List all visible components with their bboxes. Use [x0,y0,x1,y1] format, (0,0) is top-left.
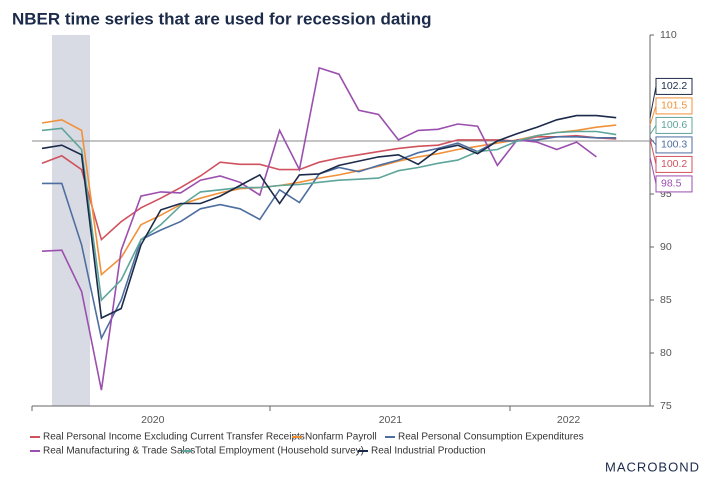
logo: MACROBOND [605,459,700,474]
series-line [41,134,617,242]
value-label-box [655,97,693,115]
value-label-box [655,136,693,154]
label-connector [649,137,657,146]
y-tick-label: 80 [660,347,672,359]
value-label: 98.5 [661,178,682,190]
y-tick-label: 75 [660,400,672,412]
x-tick-label: 2022 [557,414,581,426]
label-connector [649,138,657,165]
y-tick-label: 110 [660,29,677,41]
x-tick-label: 2021 [379,414,403,426]
value-label-box [655,175,693,193]
legend-label: Nonfarm Payroll [305,432,377,443]
value-label: 100.2 [661,158,687,170]
series-line [41,66,597,391]
y-tick-label: 90 [660,241,672,253]
series-line [42,136,617,341]
y-tick-label: 95 [660,188,672,200]
legend-label: Real Manufacturing & Trade Sales [43,446,195,457]
value-label-box [655,77,693,95]
series-line [41,127,617,302]
legend-label: Total Employment (Household survey) [195,446,364,457]
label-connector [649,86,657,118]
label-connector [649,156,657,185]
legend-label: Real Personal Income Excluding Current T… [43,432,305,443]
chart-title: NBER time series that are used for reces… [12,9,431,28]
value-label: 100.6 [661,119,687,131]
legend-label: Real Personal Consumption Expenditures [398,432,584,443]
legend-label: Real Industrial Production [371,446,486,457]
value-label: 102.2 [661,80,687,92]
series-line [41,118,617,277]
value-label: 100.3 [661,139,687,151]
label-connector [649,105,657,126]
label-connector [649,125,657,135]
value-label-box [655,155,693,173]
series-line [41,114,617,320]
value-label-box [655,116,693,134]
y-tick-label: 85 [660,294,672,306]
x-tick-label: 2020 [141,414,165,426]
value-label: 101.5 [661,100,687,112]
recession-shading [52,35,90,406]
